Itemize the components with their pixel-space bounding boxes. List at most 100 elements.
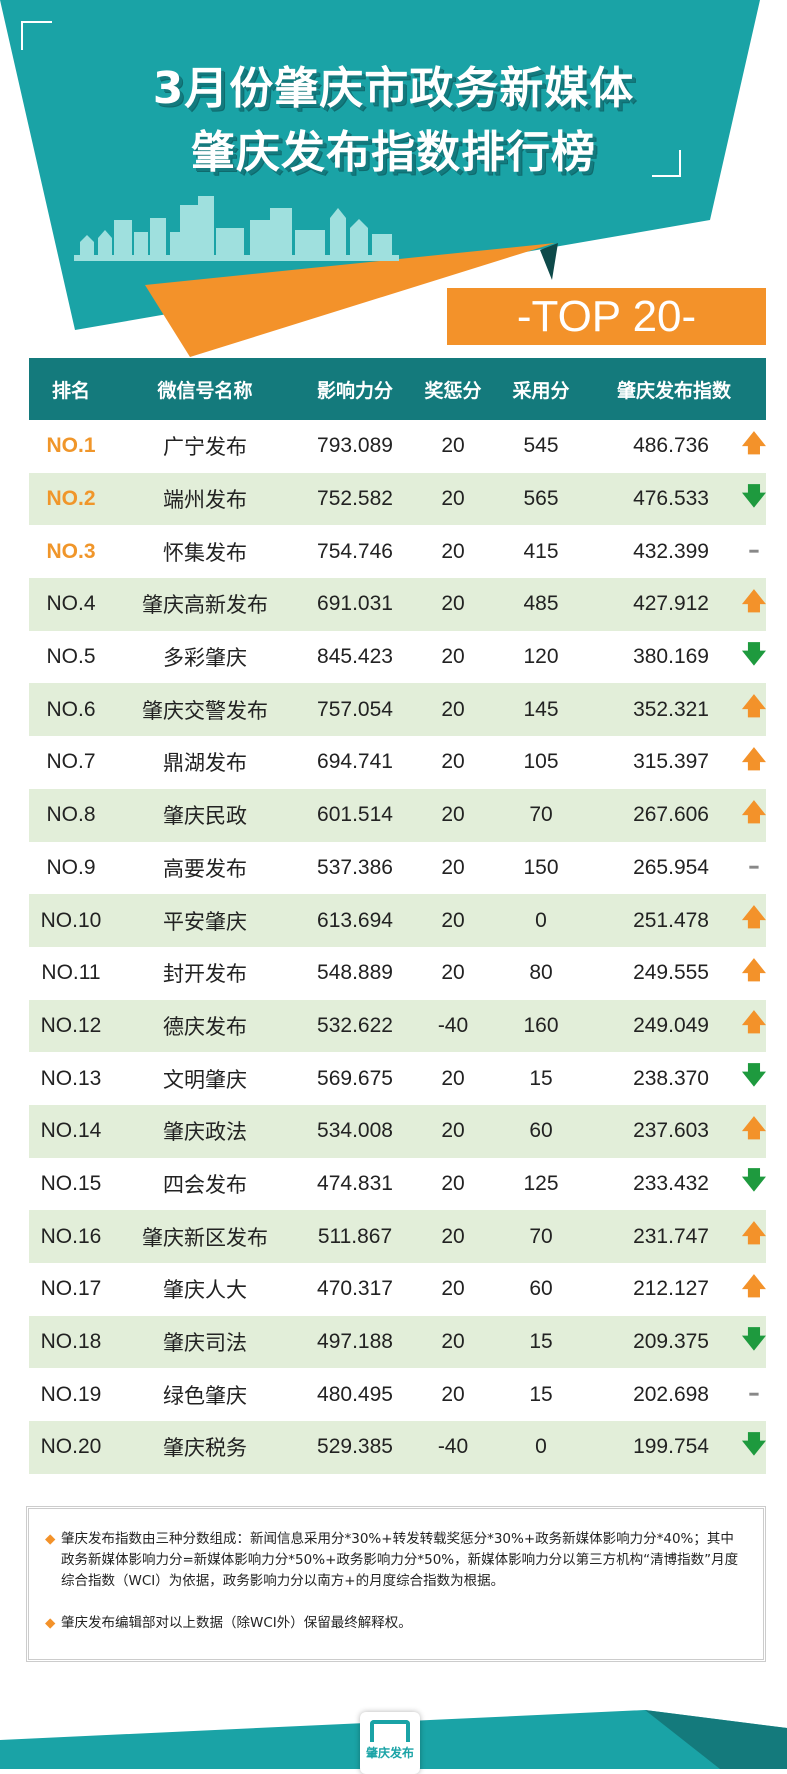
cell-name: 多彩肇庆	[163, 647, 247, 671]
trend-up-icon: 🡅	[741, 956, 767, 984]
cell-name: 高要发布	[163, 857, 247, 881]
cell-influence: 511.867	[317, 1224, 393, 1248]
cell-rank: NO.15	[40, 1171, 102, 1195]
cell-index: 265.954	[633, 855, 709, 879]
trend-up-icon: 🡅	[741, 904, 767, 932]
col-index: 肇庆发布指数	[616, 379, 731, 402]
cell-name: 绿色肇庆	[163, 1384, 247, 1408]
cell-name: 广宁发布	[163, 436, 247, 460]
cell-reward: 20	[441, 1382, 465, 1406]
trend-flat-icon: ━	[749, 859, 759, 876]
cell-index: 249.555	[633, 961, 709, 985]
table-row: NO.12 德庆发布 532.622 -40 160 249.049 🡅	[29, 999, 766, 1053]
cell-index: 427.912	[633, 592, 709, 616]
cell-adopt: 120	[523, 645, 559, 669]
table-row: NO.3 怀集发布 754.746 20 415 432.399 ━	[29, 525, 766, 578]
cell-adopt: 415	[523, 539, 559, 563]
cell-reward: 20	[441, 1171, 465, 1195]
cell-adopt: 105	[523, 750, 559, 774]
notes-box: 肇庆发布指数由三种分数组成：新闻信息采用分*30%+转发转载奖惩分*30%+政务…	[26, 1506, 766, 1662]
city-skyline-icon	[74, 196, 399, 261]
cell-name: 文明肇庆	[163, 1068, 247, 1092]
table-row: NO.20 肇庆税务 529.385 -40 0 199.754 🡇	[29, 1421, 766, 1474]
cell-adopt: 60	[529, 1119, 553, 1143]
cell-influence: 497.188	[317, 1330, 393, 1354]
table-row: NO.2 端州发布 752.582 20 565 476.533 🡇	[29, 472, 767, 526]
cell-index: 315.397	[633, 750, 709, 774]
cell-influence: 757.054	[317, 697, 393, 721]
table-row: NO.8 肇庆民政 601.514 20 70 267.606 🡅	[29, 788, 766, 842]
cell-adopt: 60	[529, 1277, 553, 1301]
cell-adopt: 125	[523, 1171, 559, 1195]
cell-name: 肇庆交警发布	[142, 699, 268, 723]
table-row: NO.14 肇庆政法 534.008 20 60 237.603 🡅	[29, 1104, 766, 1158]
cell-name: 德庆发布	[163, 1015, 247, 1039]
trend-up-icon: 🡅	[741, 1272, 767, 1300]
gate-icon	[370, 1720, 410, 1742]
cell-index: 267.606	[633, 803, 709, 827]
trend-down-icon: 🡇	[741, 1062, 767, 1090]
cell-index: 199.754	[633, 1435, 709, 1459]
trend-down-icon: 🡇	[741, 1430, 767, 1458]
table-row: NO.5 多彩肇庆 845.423 20 120 380.169 🡇	[29, 631, 766, 684]
cell-name: 肇庆人大	[163, 1279, 247, 1303]
cell-influence: 601.514	[317, 803, 393, 827]
cell-rank: NO.5	[46, 645, 96, 669]
cell-rank: NO.2	[46, 487, 96, 511]
cell-index: 380.169	[633, 645, 709, 669]
cell-name: 肇庆新区发布	[142, 1226, 268, 1250]
cell-reward: 20	[441, 803, 465, 827]
cell-reward: 20	[441, 487, 465, 511]
cell-influence: 548.889	[317, 961, 393, 985]
cell-influence: 480.495	[317, 1382, 393, 1406]
cell-adopt: 545	[523, 434, 559, 458]
table-row: NO.11 封开发布 548.889 20 80 249.555 🡅	[29, 947, 766, 1000]
cell-index: 249.049	[633, 1013, 709, 1037]
trend-down-icon: 🡇	[741, 640, 767, 668]
trend-up-icon: 🡅	[741, 429, 767, 457]
cell-name: 肇庆司法	[163, 1332, 247, 1356]
cell-adopt: 15	[529, 1066, 553, 1090]
cell-influence: 529.385	[317, 1435, 393, 1459]
table-header: 排名 微信号名称 影响力分 奖惩分 采用分 肇庆发布指数	[29, 358, 766, 420]
cell-adopt: 0	[535, 1435, 547, 1459]
cell-name: 封开发布	[163, 963, 247, 987]
cell-reward: 20	[441, 592, 465, 616]
col-name: 微信号名称	[157, 379, 253, 402]
cell-influence: 474.831	[317, 1171, 393, 1195]
col-influence: 影响力分	[316, 379, 393, 402]
cell-rank: NO.20	[40, 1435, 102, 1459]
trend-down-icon: 🡇	[741, 482, 767, 510]
cell-index: 352.321	[633, 697, 709, 721]
table-row: NO.4 肇庆高新发布 691.031 20 485 427.912 🡅	[29, 578, 766, 631]
top20-badge: -TOP 20-	[447, 288, 766, 345]
cell-index: 251.478	[633, 908, 709, 932]
cell-name: 肇庆高新发布	[142, 594, 268, 618]
cell-name: 平安肇庆	[163, 910, 247, 934]
cell-influence: 532.622	[317, 1013, 393, 1037]
cell-reward: 20	[441, 750, 465, 774]
cell-rank: NO.8	[46, 803, 96, 827]
cell-influence: 793.089	[317, 434, 393, 458]
cell-reward: -40	[437, 1013, 469, 1037]
cell-reward: 20	[441, 908, 465, 932]
cell-rank: NO.1	[46, 434, 96, 458]
cell-influence: 752.582	[317, 487, 393, 511]
cell-reward: 20	[441, 539, 465, 563]
cell-index: 237.603	[633, 1119, 709, 1143]
cell-rank: NO.18	[40, 1330, 102, 1354]
table-row: NO.6 肇庆交警发布 757.054 20 145 352.321 🡅	[29, 683, 767, 737]
table-row: NO.7 鼎湖发布 694.741 20 105 315.397 🡅	[29, 736, 766, 789]
cell-rank: NO.9	[46, 855, 96, 879]
cell-influence: 691.031	[317, 592, 393, 616]
cell-index: 212.127	[633, 1277, 709, 1301]
cell-reward: -40	[437, 1435, 469, 1459]
cell-influence: 534.008	[317, 1119, 393, 1143]
cell-influence: 694.741	[317, 750, 393, 774]
cell-adopt: 70	[529, 1224, 553, 1248]
cell-influence: 537.386	[317, 855, 393, 879]
cell-index: 209.375	[633, 1330, 709, 1354]
trend-up-icon: 🡅	[741, 693, 767, 721]
cell-adopt: 160	[523, 1013, 559, 1037]
cell-name: 肇庆税务	[163, 1437, 247, 1461]
